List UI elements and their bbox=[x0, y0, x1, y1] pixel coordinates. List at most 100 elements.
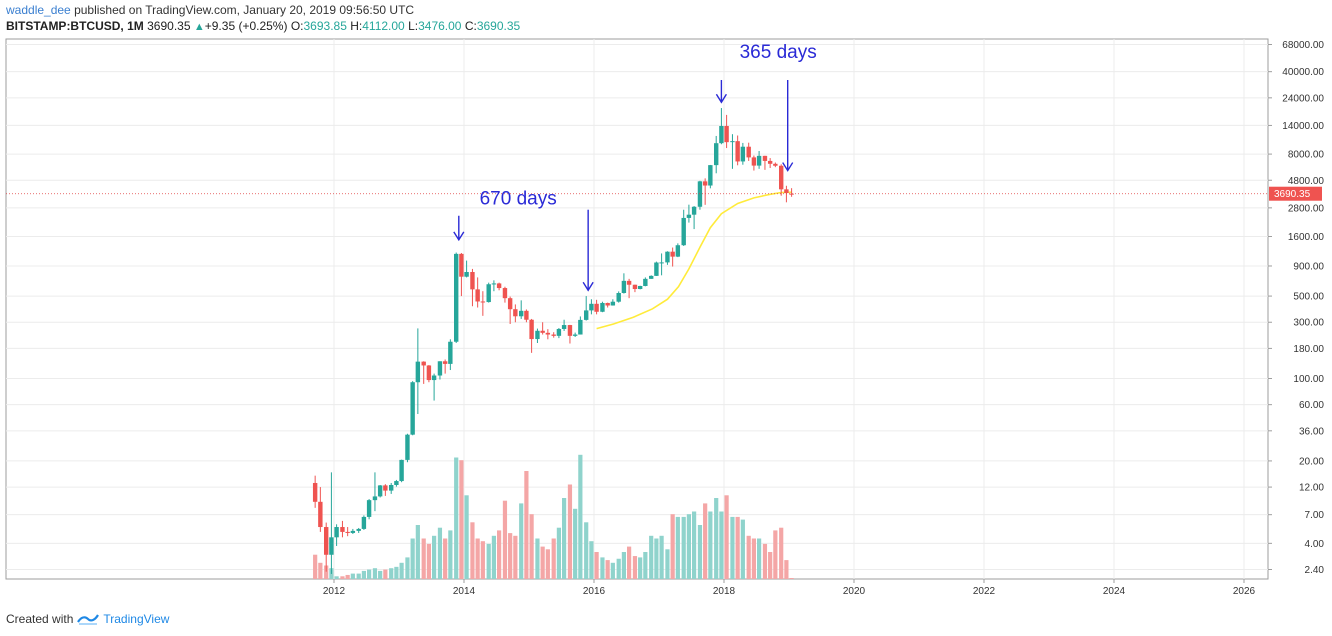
candle-body bbox=[578, 319, 583, 335]
volume-bar bbox=[372, 568, 378, 579]
candle bbox=[600, 301, 605, 313]
volume-bar bbox=[350, 573, 355, 579]
arrow-head bbox=[453, 231, 465, 242]
x-tick-label: 2024 bbox=[1103, 586, 1126, 597]
volume-bar bbox=[751, 538, 756, 579]
volume-bar bbox=[405, 557, 410, 579]
tradingview-link[interactable]: TradingView bbox=[103, 612, 170, 626]
candle bbox=[621, 273, 627, 294]
annotation-arrow bbox=[453, 215, 465, 242]
close-value: 3690.35 bbox=[476, 19, 521, 33]
candle bbox=[470, 268, 475, 307]
candle-body bbox=[730, 141, 735, 143]
candle bbox=[589, 299, 594, 315]
candle bbox=[442, 359, 448, 374]
candle bbox=[502, 286, 508, 303]
candle bbox=[643, 277, 648, 287]
candle bbox=[649, 275, 654, 279]
candle-body bbox=[600, 302, 605, 312]
candle-body bbox=[756, 155, 762, 166]
x-tick-label: 2018 bbox=[713, 586, 736, 597]
volume-bar bbox=[649, 535, 654, 579]
candle bbox=[626, 278, 632, 299]
candle-body bbox=[719, 125, 724, 144]
candle-body bbox=[426, 365, 432, 381]
candle bbox=[584, 296, 589, 321]
volume-bar bbox=[519, 503, 524, 579]
volume-bar bbox=[594, 552, 599, 579]
volume-bar bbox=[378, 570, 383, 579]
volume-bar bbox=[513, 535, 518, 579]
candles bbox=[312, 108, 794, 574]
candle bbox=[719, 108, 724, 145]
y-tick-label: 60.00 bbox=[1299, 400, 1324, 411]
candle-body bbox=[686, 214, 692, 218]
candle bbox=[681, 209, 686, 246]
volume-bar bbox=[443, 538, 448, 579]
candle bbox=[324, 522, 329, 572]
volume-bar bbox=[459, 460, 464, 579]
candle-body bbox=[491, 283, 497, 285]
candle bbox=[567, 324, 573, 344]
annotation-arrow bbox=[582, 209, 594, 292]
candle-body bbox=[502, 288, 508, 299]
open-value: 3693.85 bbox=[303, 19, 347, 33]
y-tick-label: 14000.00 bbox=[1282, 121, 1324, 132]
volume-bar bbox=[399, 562, 404, 579]
candle-body bbox=[746, 146, 751, 158]
volume-bar bbox=[551, 538, 556, 579]
candle bbox=[632, 284, 638, 293]
symbol-label[interactable]: BITSTAMP:BTCUSD, 1M bbox=[6, 19, 144, 33]
author-link[interactable]: waddle_dee bbox=[6, 3, 71, 17]
volume-bar bbox=[529, 514, 534, 579]
y-tick-label: 1600.00 bbox=[1288, 232, 1325, 243]
volume-bar bbox=[730, 516, 735, 579]
volume-bar bbox=[394, 566, 399, 579]
candle-body bbox=[561, 325, 567, 329]
annotations: 670 days 365 days bbox=[453, 42, 817, 292]
volume-bar bbox=[562, 498, 567, 579]
candle-body bbox=[410, 382, 415, 435]
low-value: 3476.00 bbox=[418, 19, 462, 33]
candle-body bbox=[356, 528, 361, 531]
candle bbox=[345, 527, 350, 537]
volume-bar bbox=[421, 538, 426, 579]
created-with-text: Created with bbox=[6, 612, 74, 626]
volume-bar bbox=[681, 516, 686, 579]
y-tick-label: 40000.00 bbox=[1282, 67, 1324, 78]
volume-bar bbox=[356, 573, 361, 579]
volume-bar bbox=[448, 530, 453, 579]
high-value: 4112.00 bbox=[362, 19, 405, 33]
candle-body bbox=[735, 141, 740, 162]
candle bbox=[556, 328, 562, 339]
candle-body bbox=[480, 301, 486, 303]
candle bbox=[372, 472, 378, 512]
volume-bar bbox=[654, 538, 659, 579]
candle-body bbox=[399, 459, 404, 482]
price-axis[interactable]: 68000.00 40000.00 24000.00 14000.00 8000.00 4… bbox=[1268, 40, 1324, 576]
moving-average-line bbox=[596, 191, 792, 330]
volume-bar bbox=[692, 511, 697, 579]
volume-bar bbox=[740, 519, 745, 579]
candle bbox=[665, 251, 670, 265]
candle-body bbox=[610, 301, 616, 306]
last-price: 3690.35 bbox=[147, 19, 191, 33]
candle-body bbox=[665, 251, 670, 263]
candle bbox=[561, 319, 567, 331]
x-tick-label: 2020 bbox=[843, 586, 866, 597]
candle-body bbox=[464, 272, 469, 277]
candle bbox=[405, 433, 410, 463]
candle bbox=[762, 155, 768, 170]
candle bbox=[507, 296, 513, 324]
candle-body bbox=[649, 275, 654, 279]
candle-body bbox=[675, 245, 681, 257]
y-tick-label: 68000.00 bbox=[1282, 40, 1324, 51]
volume-bar bbox=[389, 568, 394, 579]
volume-bar bbox=[789, 578, 794, 579]
candle-body bbox=[605, 302, 610, 306]
time-axis[interactable]: 2012 2014 2016 2018 2020 2022 2024 2026 bbox=[323, 579, 1256, 597]
low-label: L: bbox=[408, 19, 419, 33]
candle bbox=[789, 188, 794, 197]
candle bbox=[708, 164, 713, 189]
